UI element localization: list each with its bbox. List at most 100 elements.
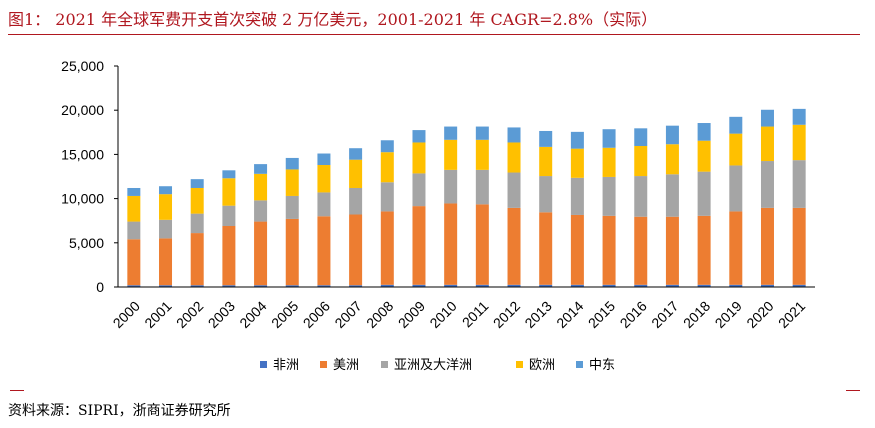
bar-2007-series-0 — [349, 285, 363, 287]
bar-2010-series-4 — [444, 126, 458, 140]
x-tick-label: 2015 — [585, 298, 618, 331]
bar-2019-series-1 — [729, 211, 743, 285]
bar-2015-series-3 — [602, 147, 616, 177]
bar-2016-series-0 — [634, 284, 648, 287]
x-tick-label: 2008 — [363, 298, 396, 331]
bar-2009-series-0 — [412, 284, 426, 287]
bar-2009-series-4 — [412, 130, 426, 143]
legend: 非洲 美洲 亚洲及大洋洲 欧洲 中东 — [260, 358, 615, 373]
legend-swatch-3 — [516, 361, 523, 368]
bar-2008-series-2 — [380, 182, 394, 212]
x-tick-label: 2000 — [110, 298, 143, 331]
bar-2020-series-0 — [760, 284, 774, 287]
bar-2001-series-0 — [159, 285, 173, 287]
x-tick-label: 2001 — [141, 298, 174, 331]
bars-layer — [127, 108, 806, 287]
bar-2000-series-0 — [127, 285, 141, 287]
bar-2013-series-2 — [539, 176, 553, 213]
bar-2009-series-2 — [412, 173, 426, 207]
bar-2006-series-1 — [317, 216, 331, 286]
bar-2010-series-2 — [444, 169, 458, 204]
bar-2018-series-4 — [697, 123, 711, 141]
bar-2004-series-3 — [254, 173, 268, 201]
bar-2020-series-3 — [760, 126, 774, 162]
x-tick-label: 2011 — [459, 298, 492, 331]
bar-2020-series-2 — [760, 161, 774, 208]
bar-2017-series-3 — [665, 144, 679, 175]
bar-2003-series-2 — [222, 205, 236, 226]
x-tick-label: 2007 — [331, 298, 364, 331]
bar-2003-series-3 — [222, 178, 236, 206]
bar-2001-series-1 — [159, 238, 173, 286]
bar-2010-series-1 — [444, 203, 458, 285]
bar-2011-series-3 — [475, 139, 489, 170]
x-tick-label: 2002 — [173, 298, 206, 331]
bar-2006-series-3 — [317, 165, 331, 193]
bar-2012-series-4 — [507, 127, 521, 143]
bar-2019-series-4 — [729, 116, 743, 134]
title-rule — [8, 34, 860, 35]
x-tick-label: 2016 — [617, 298, 650, 331]
x-tick-label: 2010 — [426, 298, 459, 331]
bar-2019-series-2 — [729, 165, 743, 212]
legend-swatch-2 — [381, 361, 388, 368]
bar-2005-series-3 — [285, 169, 299, 196]
bar-2007-series-3 — [349, 159, 363, 188]
bar-2011-series-4 — [475, 126, 489, 140]
bar-2008-series-0 — [380, 284, 394, 287]
bar-2000-series-4 — [127, 187, 141, 196]
bar-2013-series-0 — [539, 284, 553, 287]
x-tick-label: 2013 — [521, 298, 554, 331]
bar-2016-series-1 — [634, 216, 648, 285]
bar-2017-series-0 — [665, 284, 679, 287]
y-tick-label: 5,000 — [69, 235, 104, 251]
bar-2018-series-2 — [697, 171, 711, 216]
bar-2014-series-0 — [570, 284, 584, 287]
x-tick-label: 2018 — [680, 298, 713, 331]
x-tick-label: 2019 — [712, 298, 745, 331]
bar-2006-series-0 — [317, 285, 331, 287]
bar-2014-series-3 — [570, 148, 584, 178]
bar-2000-series-3 — [127, 195, 141, 222]
x-tick-label: 2005 — [268, 298, 301, 331]
legend-label-0: 非洲 — [273, 358, 299, 373]
legend-label-1: 美洲 — [333, 358, 359, 373]
bar-2002-series-4 — [190, 179, 204, 188]
bar-2019-series-0 — [729, 284, 743, 287]
bar-2002-series-3 — [190, 187, 204, 214]
bar-2018-series-1 — [697, 215, 711, 285]
y-tick-label: 25,000 — [61, 58, 104, 74]
y-tick-label: 0 — [96, 279, 104, 295]
source-note: 资料来源：SIPRI，浙商证券研究所 — [8, 403, 231, 419]
bar-2001-series-4 — [159, 186, 173, 195]
legend-label-3: 欧洲 — [529, 358, 555, 373]
bar-2009-series-1 — [412, 206, 426, 285]
bar-2001-series-3 — [159, 194, 173, 220]
bar-2017-series-2 — [665, 174, 679, 217]
bar-2014-series-2 — [570, 177, 584, 215]
legend-swatch-1 — [320, 361, 327, 368]
bar-2007-series-2 — [349, 187, 363, 215]
bar-2006-series-2 — [317, 192, 331, 217]
bar-2011-series-1 — [475, 204, 489, 285]
bar-2015-series-0 — [602, 284, 616, 287]
bar-2015-series-2 — [602, 176, 616, 216]
bar-2020-series-1 — [760, 207, 774, 285]
bar-2011-series-2 — [475, 169, 489, 205]
x-tick-label: 2004 — [236, 298, 269, 331]
bar-2011-series-0 — [475, 284, 489, 287]
bar-2000-series-1 — [127, 239, 141, 286]
bar-2000-series-2 — [127, 221, 141, 240]
bar-2012-series-0 — [507, 284, 521, 287]
bar-2017-series-4 — [665, 125, 679, 145]
corner-mark-left — [10, 390, 24, 391]
bar-2012-series-2 — [507, 172, 521, 208]
bar-2014-series-4 — [570, 131, 584, 149]
bar-2005-series-1 — [285, 218, 299, 286]
bar-2001-series-2 — [159, 219, 173, 239]
bar-2008-series-3 — [380, 152, 394, 183]
bar-2021-series-2 — [792, 160, 806, 208]
bar-2007-series-1 — [349, 214, 363, 286]
bar-2021-series-0 — [792, 284, 806, 287]
